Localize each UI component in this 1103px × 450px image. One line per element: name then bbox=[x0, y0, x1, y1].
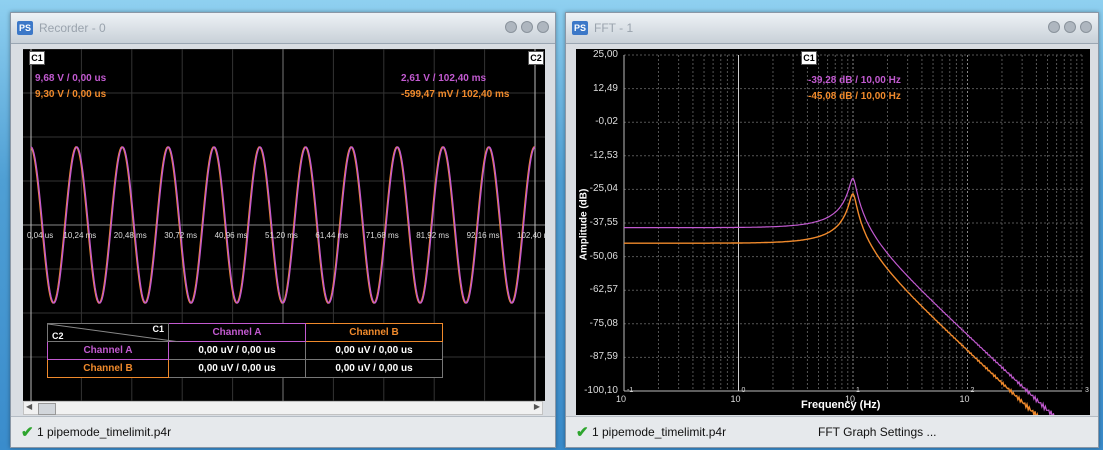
x-tick-label: 10,24 ms bbox=[63, 231, 97, 240]
x-tick-exponent: 3 bbox=[1085, 387, 1089, 394]
x-tick-exponent: 1 bbox=[856, 387, 860, 394]
table-row: Channel A 0,00 uV / 0,00 us 0,00 uV / 0,… bbox=[47, 341, 443, 360]
series-channel-b bbox=[624, 192, 1039, 415]
x-tick-label: 20,48 ms bbox=[113, 231, 147, 240]
recorder-titlebar[interactable]: PS Recorder - 0 bbox=[11, 13, 555, 44]
fft-y-axis-label: Amplitude (dB) bbox=[578, 188, 590, 261]
check-icon: ✔ bbox=[21, 424, 34, 441]
fft-readout-b: -45,08 dB / 10,00 Hz bbox=[808, 91, 901, 102]
app-icon: PS bbox=[17, 21, 33, 35]
table-corner: C1 C2 bbox=[47, 323, 180, 342]
maximize-button[interactable] bbox=[1064, 21, 1076, 33]
x-tick-label: 10 bbox=[845, 394, 856, 404]
y-tick-label: -100,10 bbox=[584, 385, 618, 396]
readout-right-a: 2,61 V / 102,40 ms bbox=[401, 73, 487, 84]
status-filename[interactable]: 1 pipemode_timelimit.p4r bbox=[592, 425, 727, 439]
recorder-plot[interactable]: C1 C2 9,68 V / 0,00 us 9,30 V / 0,00 us … bbox=[23, 49, 545, 401]
status-filename[interactable]: 1 pipemode_timelimit.p4r bbox=[37, 425, 172, 439]
minimize-button[interactable] bbox=[505, 21, 517, 33]
x-tick-exponent: 0 bbox=[741, 387, 746, 394]
x-tick-label: 40,96 ms bbox=[214, 231, 248, 240]
check-icon: ✔ bbox=[576, 424, 589, 441]
x-tick-exponent: 2 bbox=[970, 387, 975, 394]
app-icon: PS bbox=[572, 21, 588, 35]
x-tick-label: 10 bbox=[730, 394, 741, 404]
series-channel-a bbox=[30, 146, 536, 304]
cursor-delta-table: C1 C2 Channel A Channel B Channel A 0,00… bbox=[47, 323, 443, 378]
fft-graph bbox=[623, 54, 1083, 415]
close-button[interactable] bbox=[1080, 21, 1092, 33]
y-tick-label: -87,59 bbox=[589, 351, 618, 363]
y-tick-label: 12,49 bbox=[592, 82, 618, 94]
y-tick-label: -37,55 bbox=[589, 217, 618, 228]
y-tick-label: -25,04 bbox=[589, 183, 618, 195]
cell: 0,00 uV / 0,00 us bbox=[305, 341, 443, 360]
x-tick-label: 51,20 ms bbox=[265, 231, 298, 240]
maximize-button[interactable] bbox=[521, 21, 533, 33]
y-tick-label: -12,53 bbox=[589, 149, 618, 161]
x-tick-label: 71,68 ms bbox=[365, 231, 399, 240]
readout-left-b: 9,30 V / 0,00 us bbox=[35, 89, 107, 100]
cell: 0,00 uV / 0,00 us bbox=[168, 359, 306, 378]
y-tick-label: -75,08 bbox=[589, 317, 618, 329]
recorder-title: Recorder - 0 bbox=[39, 21, 106, 35]
cursor-c1-tag[interactable]: C1 bbox=[801, 51, 817, 65]
fft-titlebar[interactable]: PS FFT - 1 bbox=[566, 13, 1098, 44]
x-tick-label: 102,40 ms bbox=[517, 231, 545, 240]
cell: 0,00 uV / 0,00 us bbox=[305, 359, 443, 378]
fft-statusbar: ✔ 1 pipemode_timelimit.p4r FFT Graph Set… bbox=[566, 416, 1098, 447]
fft-title: FFT - 1 bbox=[594, 21, 634, 35]
scroll-thumb[interactable] bbox=[38, 403, 56, 415]
x-tick-label: 10 bbox=[959, 394, 970, 404]
recorder-graph bbox=[23, 49, 545, 401]
y-tick-label: -62,57 bbox=[589, 284, 618, 296]
corner-c1: C1 bbox=[152, 324, 164, 334]
x-tick-label: 81,92 ms bbox=[416, 231, 450, 240]
col-channel-b: Channel B bbox=[305, 323, 443, 342]
y-tick-label: 25,00 bbox=[592, 49, 618, 60]
corner-c2: C2 bbox=[52, 331, 64, 341]
minimize-button[interactable] bbox=[1048, 21, 1060, 33]
fft-plot[interactable]: 25,00 12,49 -0,02 -12,53 -25,04 -37,55 -50,06 -… bbox=[576, 49, 1090, 415]
recorder-window[interactable]: PS Recorder - 0 C1 C2 9,68 V / 0,00 us 9… bbox=[10, 12, 556, 448]
y-tick-label: -50,06 bbox=[589, 250, 618, 262]
cell: 0,00 uV / 0,00 us bbox=[168, 341, 306, 360]
horizontal-scrollbar[interactable]: ◀ ▶ bbox=[23, 401, 543, 415]
col-channel-a: Channel A bbox=[168, 323, 306, 342]
cursor-c1-tag[interactable]: C1 bbox=[29, 51, 45, 65]
x-tick-label: 0,04 us bbox=[27, 231, 54, 240]
table-row: Channel B 0,00 uV / 0,00 us 0,00 uV / 0,… bbox=[47, 359, 443, 378]
cursor-c2-tag[interactable]: C2 bbox=[528, 51, 544, 65]
x-tick-label: 10 bbox=[616, 394, 627, 404]
row-label-b: Channel B bbox=[47, 359, 169, 378]
y-tick-label: -0,02 bbox=[595, 116, 618, 128]
x-tick-label: 92,16 ms bbox=[466, 231, 500, 240]
fft-graph-settings-link[interactable]: FFT Graph Settings ... bbox=[818, 425, 937, 439]
scroll-right-icon[interactable]: ▶ bbox=[533, 402, 540, 411]
close-button[interactable] bbox=[537, 21, 549, 33]
scroll-left-icon[interactable]: ◀ bbox=[26, 402, 33, 411]
series-channel-a bbox=[624, 177, 1055, 415]
fft-x-axis-label: Frequency (Hz) bbox=[801, 399, 881, 411]
x-tick-exponent: -1 bbox=[627, 387, 634, 394]
row-label-a: Channel A bbox=[47, 341, 169, 360]
x-tick-label: 61,44 ms bbox=[315, 231, 349, 240]
recorder-statusbar: ✔ 1 pipemode_timelimit.p4r bbox=[11, 416, 555, 447]
fft-window[interactable]: PS FFT - 1 25,00 12,49 -0,02 -12,53 -25,04 -3… bbox=[565, 12, 1099, 448]
readout-left-a: 9,68 V / 0,00 us bbox=[35, 73, 107, 84]
x-tick-label: 30,72 ms bbox=[164, 231, 198, 240]
corner-diagonal bbox=[48, 324, 180, 342]
fft-readout-a: -39,28 dB / 10,00 Hz bbox=[808, 75, 901, 86]
readout-right-b: -599,47 mV / 102,40 ms bbox=[401, 89, 510, 100]
